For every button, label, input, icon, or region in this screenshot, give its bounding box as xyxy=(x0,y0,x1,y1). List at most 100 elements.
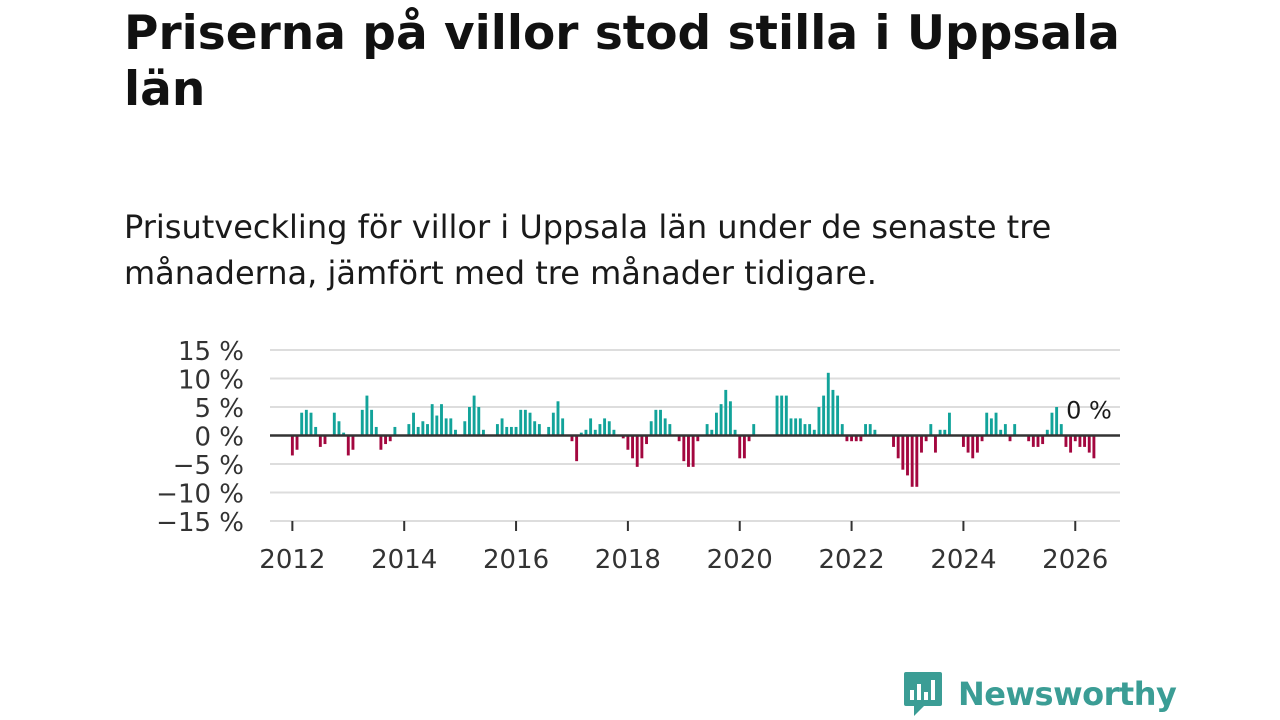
bar xyxy=(1069,435,1073,453)
bar xyxy=(463,421,467,436)
bar xyxy=(994,412,998,436)
bar xyxy=(789,418,793,436)
bar xyxy=(812,429,816,436)
bar xyxy=(943,429,947,436)
bar xyxy=(747,435,751,442)
bar xyxy=(687,435,690,467)
bar xyxy=(663,418,667,436)
bar xyxy=(304,409,308,436)
bar xyxy=(593,429,597,436)
bar xyxy=(314,426,318,436)
bar xyxy=(290,435,294,456)
x-tick-label: 2020 xyxy=(707,545,773,575)
y-tick-label: −15 % xyxy=(156,508,244,538)
x-tick-label: 2022 xyxy=(818,545,884,575)
bar xyxy=(388,435,392,442)
bar xyxy=(444,418,448,436)
bar xyxy=(668,424,672,436)
bar xyxy=(589,418,593,436)
bar xyxy=(724,389,728,436)
bar xyxy=(868,424,872,436)
bar xyxy=(733,429,737,436)
bar xyxy=(337,421,341,436)
bar xyxy=(920,435,923,453)
bar xyxy=(523,409,527,436)
bar xyxy=(915,435,919,487)
bar xyxy=(850,435,854,442)
x-tick-label: 2014 xyxy=(371,545,437,575)
bar xyxy=(989,418,993,436)
bar xyxy=(794,418,798,436)
bar xyxy=(495,424,499,436)
bar-series xyxy=(290,372,1096,487)
bar xyxy=(603,418,607,436)
bar xyxy=(621,435,625,439)
bar xyxy=(547,426,551,436)
bar xyxy=(696,435,700,442)
bar xyxy=(691,435,695,467)
bar xyxy=(682,435,686,462)
bar xyxy=(938,429,942,436)
bar xyxy=(612,429,616,436)
bar xyxy=(985,412,989,436)
bar xyxy=(710,429,714,436)
bar xyxy=(901,435,905,470)
bar xyxy=(1050,412,1054,436)
y-tick-label: −5 % xyxy=(173,451,244,481)
newsworthy-logo: Newsworthy xyxy=(902,670,1177,718)
bar xyxy=(817,407,821,436)
bar xyxy=(1055,407,1059,436)
bar xyxy=(570,435,574,442)
bar xyxy=(1013,424,1017,436)
bar xyxy=(999,429,1003,436)
bar xyxy=(1083,435,1087,447)
bar xyxy=(318,435,322,447)
bar xyxy=(533,421,537,436)
bar xyxy=(971,435,975,459)
bar xyxy=(649,421,653,436)
bar xyxy=(1078,435,1082,447)
bar xyxy=(468,407,471,436)
bar xyxy=(1027,435,1031,442)
bar xyxy=(342,432,346,436)
bar xyxy=(873,429,877,436)
bar xyxy=(961,435,965,447)
bar xyxy=(719,404,723,436)
bar xyxy=(416,426,420,436)
bar xyxy=(346,435,350,456)
bar xyxy=(822,395,826,436)
bar xyxy=(1087,435,1091,453)
bar xyxy=(677,435,681,442)
bar xyxy=(579,432,583,436)
bar xyxy=(934,435,937,453)
y-tick-label: 0 % xyxy=(194,423,244,453)
bar xyxy=(859,435,863,442)
chart-subtitle: Prisutveckling för villor i Uppsala län … xyxy=(124,208,1052,292)
bar xyxy=(924,435,928,442)
bar xyxy=(374,426,378,436)
bar xyxy=(393,426,397,436)
y-tick-label: −10 % xyxy=(156,480,244,510)
bar xyxy=(412,412,415,436)
bar xyxy=(659,409,662,436)
x-tick-label: 2026 xyxy=(1042,545,1108,575)
bar xyxy=(407,424,411,436)
bar xyxy=(752,424,756,436)
bar xyxy=(947,412,951,436)
chart-title: Priserna på villor stod stilla i Uppsala… xyxy=(124,6,1120,117)
x-tick-label: 2018 xyxy=(595,545,661,575)
bar xyxy=(845,435,849,442)
bar xyxy=(430,404,434,436)
bar xyxy=(803,424,807,436)
bar xyxy=(440,404,443,436)
bar xyxy=(966,435,970,453)
bar xyxy=(1003,424,1007,436)
bar xyxy=(910,435,914,487)
bar xyxy=(705,424,709,436)
bar xyxy=(896,435,900,459)
bar xyxy=(892,435,895,447)
bar xyxy=(537,424,541,436)
bar xyxy=(1092,435,1096,459)
bar xyxy=(481,429,485,436)
bar xyxy=(975,435,979,453)
